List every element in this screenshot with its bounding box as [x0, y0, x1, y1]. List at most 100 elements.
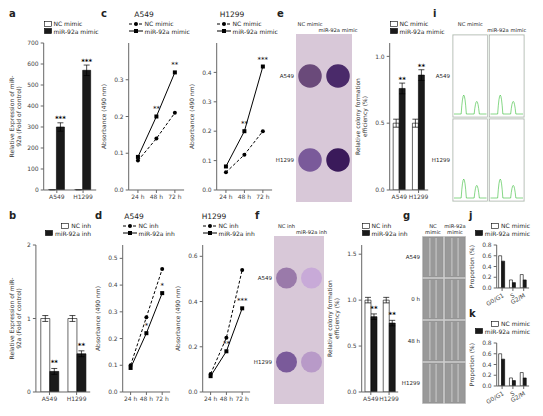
svg-text:*: * — [160, 282, 164, 290]
svg-text:0.0: 0.0 — [482, 382, 492, 389]
svg-text:0.6: 0.6 — [482, 252, 492, 259]
svg-text:0.2: 0.2 — [482, 273, 492, 280]
svg-text:48 h: 48 h — [238, 193, 252, 200]
svg-text:0.8: 0.8 — [482, 339, 492, 346]
svg-text:**: ** — [370, 305, 378, 313]
svg-text:H1299: H1299 — [254, 359, 273, 365]
svg-text:H1299: H1299 — [73, 193, 93, 200]
svg-text:0.2: 0.2 — [108, 335, 118, 342]
svg-text:300: 300 — [27, 123, 39, 130]
svg-text:48 h: 48 h — [220, 395, 234, 402]
svg-text:A549: A549 — [391, 193, 407, 200]
svg-text:A549: A549 — [42, 395, 58, 402]
svg-text:G0/G1: G0/G1 — [485, 389, 505, 405]
svg-text:24 h: 24 h — [219, 193, 233, 200]
svg-text:0.0: 0.0 — [108, 388, 118, 395]
svg-text:600: 600 — [27, 60, 39, 67]
svg-text:**: ** — [153, 106, 160, 114]
svg-text:efficiency (%): efficiency (%) — [333, 298, 341, 339]
svg-text:efficiency (%): efficiency (%) — [361, 96, 369, 137]
svg-text:0.2: 0.2 — [202, 127, 212, 134]
svg-text:*: * — [145, 322, 149, 330]
svg-text:24 h: 24 h — [131, 193, 145, 200]
svg-text:0.4: 0.4 — [108, 281, 118, 288]
svg-text:***: *** — [81, 58, 92, 66]
svg-text:100: 100 — [27, 165, 39, 172]
svg-text:0.3: 0.3 — [202, 98, 212, 105]
svg-text:0.2: 0.2 — [188, 343, 198, 350]
svg-text:A549: A549 — [280, 73, 295, 79]
svg-text:0.5: 0.5 — [347, 342, 357, 349]
svg-text:A549: A549 — [49, 193, 65, 200]
svg-text:Proportion (%): Proportion (%) — [468, 343, 476, 386]
svg-text:0: 0 — [35, 186, 39, 193]
svg-text:48 h: 48 h — [150, 193, 164, 200]
svg-text:**: ** — [388, 311, 396, 319]
svg-text:miR-92a mimic: miR-92a mimic — [318, 27, 357, 33]
svg-text:0.0: 0.0 — [482, 284, 492, 291]
svg-text:700: 700 — [27, 39, 39, 46]
svg-text:0.4: 0.4 — [188, 298, 198, 305]
svg-text:mimic: mimic — [425, 229, 441, 235]
svg-text:Absorbance (490 nm): Absorbance (490 nm) — [100, 84, 107, 149]
svg-text:H1299: H1299 — [276, 157, 295, 163]
svg-text:Proportion (%): Proportion (%) — [468, 245, 476, 288]
svg-text:H1299: H1299 — [379, 395, 399, 402]
svg-text:72 h: 72 h — [168, 193, 182, 200]
svg-text:48 h: 48 h — [140, 395, 154, 402]
svg-text:1.0: 1.0 — [347, 296, 357, 303]
svg-text:92a (Fold of control): 92a (Fold of control) — [15, 86, 22, 147]
svg-text:0.4: 0.4 — [482, 361, 492, 368]
svg-text:NC mimic: NC mimic — [458, 21, 483, 27]
svg-text:0.4: 0.4 — [202, 69, 212, 76]
svg-text:0.1: 0.1 — [202, 157, 212, 164]
svg-text:A549: A549 — [258, 275, 273, 281]
svg-text:0.2: 0.2 — [114, 113, 124, 120]
svg-text:***: *** — [258, 56, 269, 64]
svg-text:Absorbance (490 nm): Absorbance (490 nm) — [174, 286, 181, 351]
svg-text:Absorbance (490 nm): Absorbance (490 nm) — [94, 286, 101, 351]
svg-text:H1299: H1299 — [67, 395, 87, 402]
svg-text:**: ** — [418, 63, 426, 71]
svg-text:0.1: 0.1 — [114, 149, 124, 156]
svg-text:1.0: 1.0 — [375, 53, 385, 60]
svg-text:0.0: 0.0 — [202, 186, 212, 193]
svg-text:24 h: 24 h — [204, 395, 218, 402]
svg-text:G0/G1: G0/G1 — [485, 291, 505, 307]
svg-text:72 h: 72 h — [235, 395, 249, 402]
svg-text:72 h: 72 h — [155, 395, 169, 402]
svg-text:0.5: 0.5 — [375, 119, 385, 126]
svg-text:0.5: 0.5 — [108, 254, 118, 261]
svg-text:1.5: 1.5 — [347, 250, 357, 257]
svg-text:***: *** — [55, 115, 66, 123]
svg-text:**: ** — [398, 76, 406, 84]
svg-text:0.2: 0.2 — [482, 371, 492, 378]
svg-text:NC inh: NC inh — [278, 223, 295, 229]
svg-text:H1299: H1299 — [432, 157, 451, 163]
svg-text:24 h: 24 h — [124, 395, 138, 402]
svg-text:0.6: 0.6 — [482, 350, 492, 357]
svg-text:0.4: 0.4 — [482, 263, 492, 270]
svg-text:0.0: 0.0 — [114, 186, 124, 193]
svg-text:**: ** — [241, 120, 248, 128]
svg-text:mimic: mimic — [447, 229, 463, 235]
svg-text:miR-92a mimic: miR-92a mimic — [487, 27, 526, 33]
svg-text:1: 1 — [27, 315, 31, 322]
svg-text:H1299: H1299 — [402, 380, 421, 386]
svg-text:***: *** — [237, 297, 248, 305]
svg-text:0.3: 0.3 — [108, 308, 118, 315]
svg-text:0 h: 0 h — [411, 296, 420, 302]
svg-text:Absorbance (490 nm): Absorbance (490 nm) — [188, 84, 195, 149]
svg-text:400: 400 — [27, 102, 39, 109]
svg-text:A549: A549 — [406, 254, 421, 260]
svg-text:0.0: 0.0 — [347, 388, 357, 395]
svg-text:**: ** — [223, 340, 230, 348]
svg-text:200: 200 — [27, 144, 39, 151]
svg-text:G2/M: G2/M — [509, 389, 526, 403]
svg-text:miR-92a inh: miR-92a inh — [296, 229, 327, 235]
svg-text:**: ** — [50, 359, 58, 367]
svg-text:G2/M: G2/M — [509, 291, 526, 305]
svg-text:A549: A549 — [436, 73, 451, 79]
svg-text:**: ** — [78, 342, 86, 350]
svg-text:92a (Fold of control): 92a (Fold of control) — [15, 288, 22, 349]
